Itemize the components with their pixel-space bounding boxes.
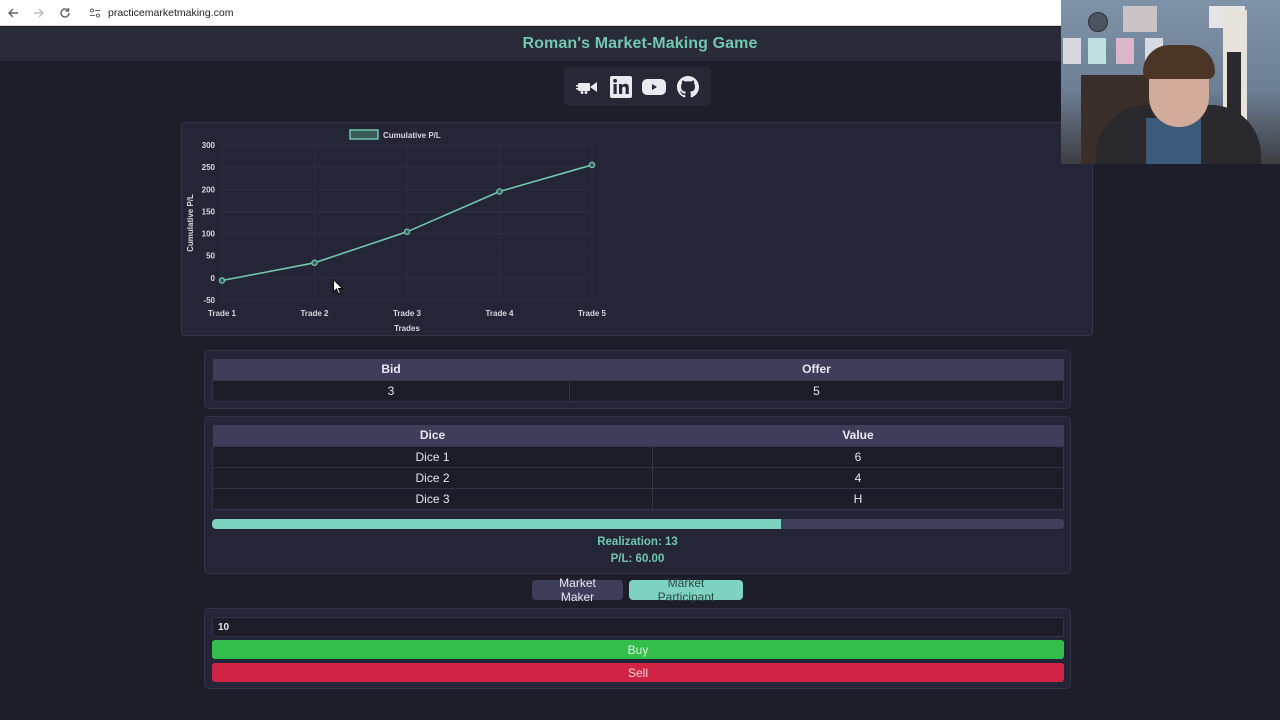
- y-tick-label: 0: [211, 274, 216, 283]
- dice-panel: Dice Value Dice 1 6 Dice 2 4 Dice 3 H Re…: [204, 416, 1071, 574]
- legend-swatch[interactable]: [349, 129, 379, 140]
- dice-value: 6: [652, 445, 1064, 468]
- video-camera-link[interactable]: [574, 74, 600, 100]
- wall-clock: [1088, 12, 1108, 32]
- legend-label[interactable]: Cumulative P/L: [383, 131, 441, 140]
- buy-button[interactable]: Buy: [212, 640, 1064, 659]
- github-icon: [677, 75, 700, 97]
- offer-header: Offer: [569, 359, 1064, 380]
- x-tick-label: Trade 5: [578, 309, 607, 318]
- table-row: Dice 1 6: [212, 445, 1064, 468]
- progress-fill: [212, 519, 782, 529]
- cumulative-pl-chart: 300 250 200 150 100 50 0 -50 Trade 1 Trade 2 Trade…: [181, 122, 1093, 336]
- video-camera-icon: [575, 81, 597, 94]
- webcam-overlay: [1061, 0, 1280, 164]
- x-tick-label: Trade 3: [393, 309, 422, 318]
- dice-table: Dice Value Dice 1 6 Dice 2 4 Dice 3 H: [212, 425, 1064, 510]
- github-link[interactable]: [675, 74, 701, 100]
- presenter-hair: [1143, 45, 1215, 79]
- page-title: Roman's Market-Making Game: [522, 35, 758, 52]
- picture-frame: [1116, 38, 1134, 64]
- market-participant-button[interactable]: Market Participant: [629, 576, 743, 604]
- table-row: Dice 2 4: [212, 466, 1064, 489]
- trade-panel: Buy Sell: [204, 608, 1071, 689]
- data-point[interactable]: [588, 161, 596, 169]
- forward-button[interactable]: [26, 3, 52, 23]
- bid-value: 3: [212, 379, 570, 402]
- sell-button[interactable]: Sell: [212, 663, 1064, 682]
- role-toggle: Market Maker Market Participant: [532, 576, 743, 604]
- dice-name: Dice 3: [212, 487, 653, 510]
- offer-value: 5: [569, 379, 1064, 402]
- y-tick-label: -50: [203, 296, 215, 305]
- x-tick-label: Trade 1: [208, 309, 237, 318]
- x-axis-title: Trades: [394, 324, 420, 333]
- y-tick-label: 200: [202, 185, 216, 194]
- mouse-cursor-icon: [333, 279, 343, 295]
- arrow-right-icon: [34, 8, 44, 17]
- quote-panel: Bid Offer 3 5: [204, 350, 1071, 409]
- tune-icon: [90, 8, 100, 17]
- youtube-icon: [642, 78, 667, 95]
- reload-icon: [60, 7, 70, 18]
- data-point[interactable]: [311, 259, 318, 267]
- dice-value: H: [652, 487, 1064, 510]
- line-chart: 300 250 200 150 100 50 0 -50 Trade 1 Trade 2 Trade…: [186, 129, 607, 333]
- dice-header: Dice: [212, 425, 653, 446]
- x-tick-label: Trade 2: [300, 309, 329, 318]
- table-row: 3 5: [212, 379, 1064, 402]
- picture-frame: [1063, 38, 1081, 64]
- quote-table: Bid Offer 3 5: [212, 359, 1064, 402]
- y-tick-label: 100: [202, 230, 216, 239]
- y-tick-label: 150: [202, 207, 216, 216]
- y-axis-title: Cumulative P/L: [186, 194, 195, 252]
- linkedin-link[interactable]: [608, 74, 634, 100]
- table-row: Dice 3 H: [212, 487, 1064, 510]
- value-header: Value: [652, 425, 1064, 446]
- linkedin-icon: [609, 75, 632, 98]
- picture-frame: [1088, 38, 1106, 64]
- dice-value: 4: [652, 466, 1064, 489]
- reload-button[interactable]: [52, 3, 78, 23]
- youtube-link[interactable]: [641, 74, 667, 100]
- realization-progress-bar: [212, 519, 1064, 529]
- data-point[interactable]: [496, 188, 503, 195]
- dice-name: Dice 2: [212, 466, 653, 489]
- bid-header: Bid: [212, 359, 570, 380]
- pl-text: P/L: 60.00: [610, 553, 665, 565]
- quantity-input[interactable]: [212, 617, 1064, 637]
- social-links: [564, 67, 711, 106]
- address-bar[interactable]: practicemarketmaking.com: [108, 6, 234, 19]
- dice-name: Dice 1: [212, 445, 653, 468]
- data-point[interactable]: [218, 277, 226, 284]
- y-tick-label: 300: [202, 141, 216, 150]
- poster: [1123, 6, 1157, 32]
- data-point[interactable]: [403, 228, 411, 236]
- y-tick-label: 250: [202, 163, 216, 172]
- arrow-left-icon: [8, 8, 18, 17]
- back-button[interactable]: [0, 3, 26, 23]
- y-tick-label: 50: [206, 252, 215, 261]
- site-info-button[interactable]: [84, 4, 106, 22]
- realization-text: Realization: 13: [597, 536, 678, 548]
- market-maker-button[interactable]: Market Maker: [532, 576, 623, 604]
- x-tick-label: Trade 4: [485, 309, 514, 318]
